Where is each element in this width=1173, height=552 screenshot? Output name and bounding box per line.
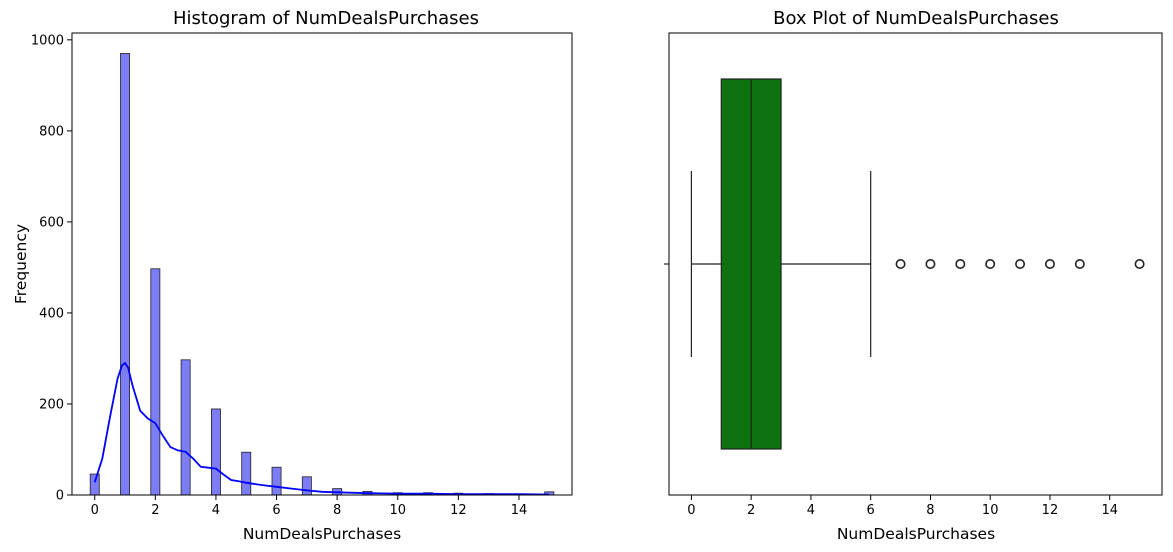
histogram-bar <box>150 268 161 496</box>
histogram-bar <box>89 473 100 496</box>
hist-y-tick-label: 400 <box>39 306 64 321</box>
hist-y-tick-label: 600 <box>39 215 64 230</box>
box-x-tick-label: 8 <box>926 503 934 518</box>
hist-x-tick-label: 6 <box>272 503 280 518</box>
box-x-tick-label: 10 <box>982 503 999 518</box>
hist-x-tick-label: 10 <box>389 503 406 518</box>
hist-x-tick-label: 4 <box>212 503 220 518</box>
hist-x-tick-label: 8 <box>333 503 341 518</box>
histogram-y-axis-label: Frequency <box>12 224 30 304</box>
boxplot-x-axis-label: NumDealsPurchases <box>837 525 995 543</box>
histogram-bar <box>241 451 252 496</box>
histogram-bar <box>210 408 221 496</box>
outlier-point <box>1074 258 1085 269</box>
box-x-tick-label: 12 <box>1042 503 1059 518</box>
histogram-panel: Histogram of NumDealsPurchases 0 2 4 6 8 10 12… <box>12 8 573 543</box>
boxplot-title: Box Plot of NumDealsPurchases <box>773 8 1059 29</box>
histogram-bar <box>120 53 130 496</box>
histogram-title: Histogram of NumDealsPurchases <box>173 8 479 29</box>
hist-y-tick-label: 800 <box>39 124 64 139</box>
outlier-point <box>1015 258 1026 269</box>
histogram-axes-frame <box>71 32 573 496</box>
hist-x-tick-label: 12 <box>450 503 467 518</box>
hist-y-tick-label: 1000 <box>31 33 64 48</box>
outlier-point <box>925 258 936 269</box>
box-x-tick-label: 2 <box>747 503 755 518</box>
outlier-point <box>895 258 906 269</box>
box-x-tick-label: 0 <box>687 503 695 518</box>
histogram-x-axis-label: NumDealsPurchases <box>243 525 401 543</box>
boxplot-panel: Box Plot of NumDealsPurchases 0 2 4 6 8 10 12 1… <box>664 8 1163 543</box>
box-x-tick-label: 4 <box>807 503 815 518</box>
histogram-bar <box>180 359 191 496</box>
outlier-point <box>1134 258 1145 269</box>
box-x-tick-label: 14 <box>1101 503 1118 518</box>
outlier-point <box>955 258 966 269</box>
hist-y-tick-label: 0 <box>56 489 64 504</box>
kde-line <box>93 361 550 496</box>
hist-x-tick-label: 2 <box>151 503 159 518</box>
box-x-tick-label: 6 <box>867 503 875 518</box>
histogram-bar <box>301 476 312 496</box>
hist-x-tick-label: 0 <box>91 503 99 518</box>
histogram-bar <box>271 466 282 496</box>
hist-y-tick-label: 200 <box>39 397 64 412</box>
outlier-point <box>985 258 996 269</box>
outlier-point <box>1044 258 1055 269</box>
hist-x-tick-label: 14 <box>511 503 528 518</box>
